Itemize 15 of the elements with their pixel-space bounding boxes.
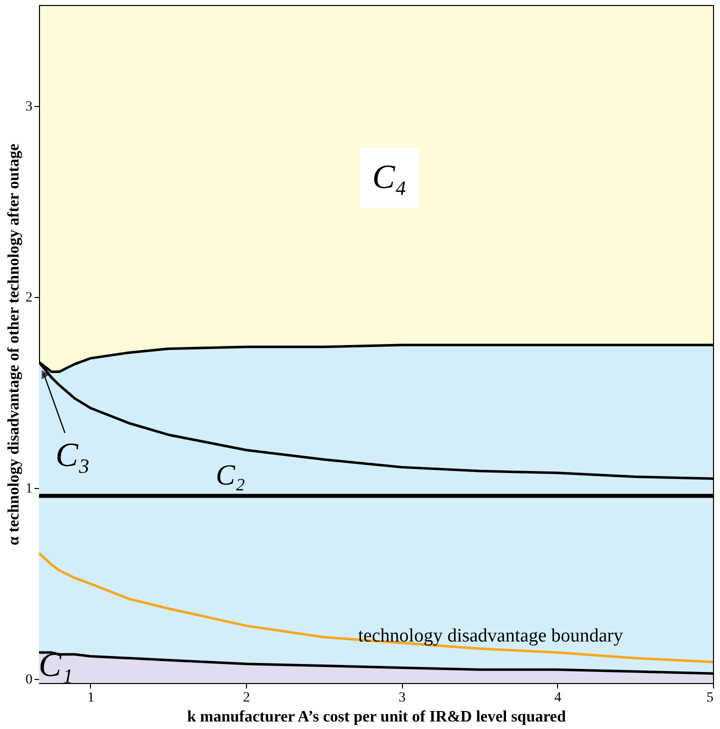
x-tick-label: 3 — [398, 690, 406, 706]
x-axis-title: k manufacturer A’s cost per unit of IR&D level squared — [187, 708, 566, 726]
annotation: C₃ — [55, 436, 90, 474]
y-tick-label: 1 — [26, 482, 32, 497]
y-tick-label: 3 — [26, 100, 32, 115]
y-tick-label: 0 — [26, 672, 32, 688]
x-tick-label: 4 — [554, 690, 562, 706]
y-tick-label: 2 — [26, 290, 32, 306]
x-tick-label: 1 — [87, 690, 94, 706]
annotation: technology disadvantage boundary — [358, 626, 624, 647]
annotation: C₂ — [216, 460, 246, 492]
x-tick-label: 2 — [243, 690, 250, 706]
annotation: C₄ — [372, 158, 407, 196]
y-axis-title: α technology disadvantage of other technology after outage — [6, 144, 22, 546]
x-tick-label: 5 — [706, 690, 714, 706]
